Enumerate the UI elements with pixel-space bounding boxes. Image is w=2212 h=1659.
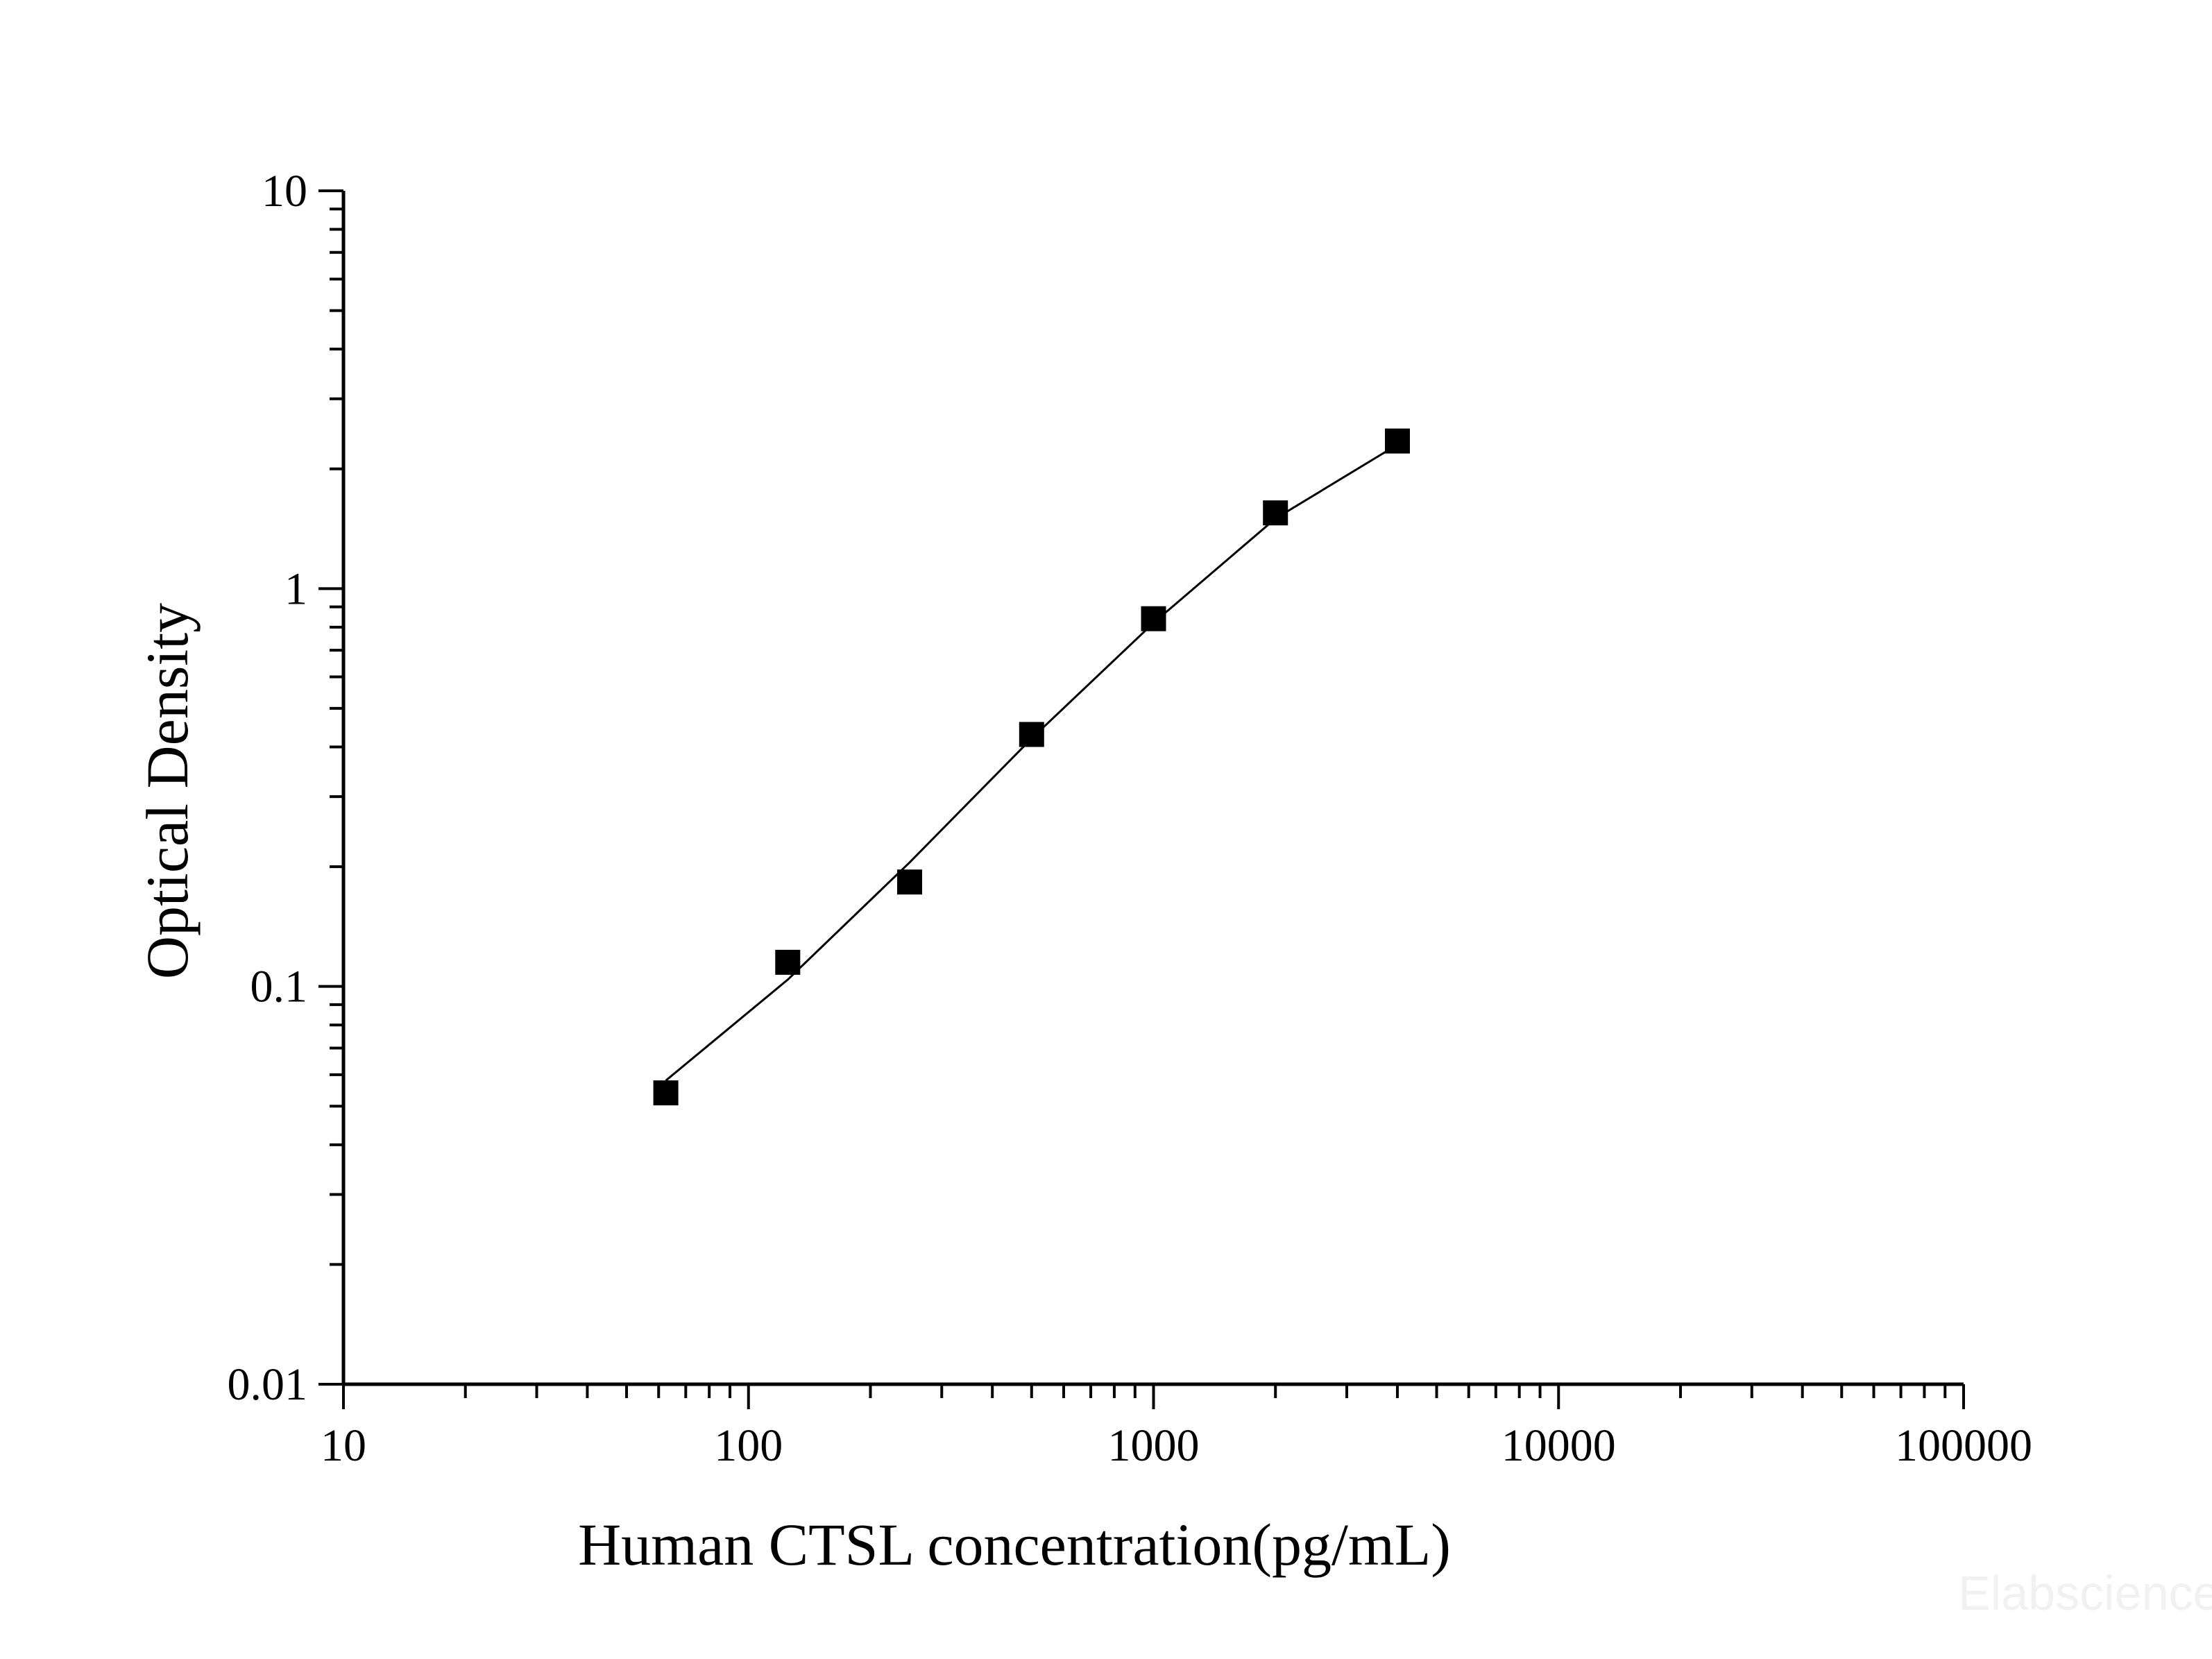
x-tick-label: 100000: [1895, 1420, 2032, 1471]
data-point-marker: [775, 949, 801, 975]
y-tick-label: 0.1: [250, 962, 308, 1012]
y-axis-title: Optical Density: [134, 603, 201, 979]
data-point-marker: [653, 1080, 679, 1106]
y-tick-label: 1: [284, 563, 307, 614]
fit-curve-layer: [665, 443, 1398, 1082]
x-tick-label: 100: [714, 1420, 783, 1471]
data-point-marker: [1141, 606, 1166, 631]
x-axis-title: Human CTSL concentration(pg/mL): [578, 1511, 1451, 1578]
x-tick-label: 1000: [1108, 1420, 1200, 1471]
y-tick-label: 10: [262, 166, 307, 216]
data-point-marker: [1385, 428, 1410, 454]
fit-curve: [665, 443, 1398, 1082]
axes-layer: 10 100 1000 10000 100000 0.01 0.1 1 10: [228, 166, 2033, 1471]
data-point-marker: [1263, 500, 1288, 526]
data-point-marker: [897, 869, 922, 895]
marker-layer: [653, 428, 1410, 1106]
x-tick-label: 10: [321, 1420, 366, 1471]
data-point-marker: [1019, 722, 1044, 747]
x-tick-label: 10000: [1501, 1420, 1616, 1471]
watermark: Elabscience: [1958, 1566, 2212, 1620]
y-tick-label: 0.01: [228, 1359, 308, 1410]
